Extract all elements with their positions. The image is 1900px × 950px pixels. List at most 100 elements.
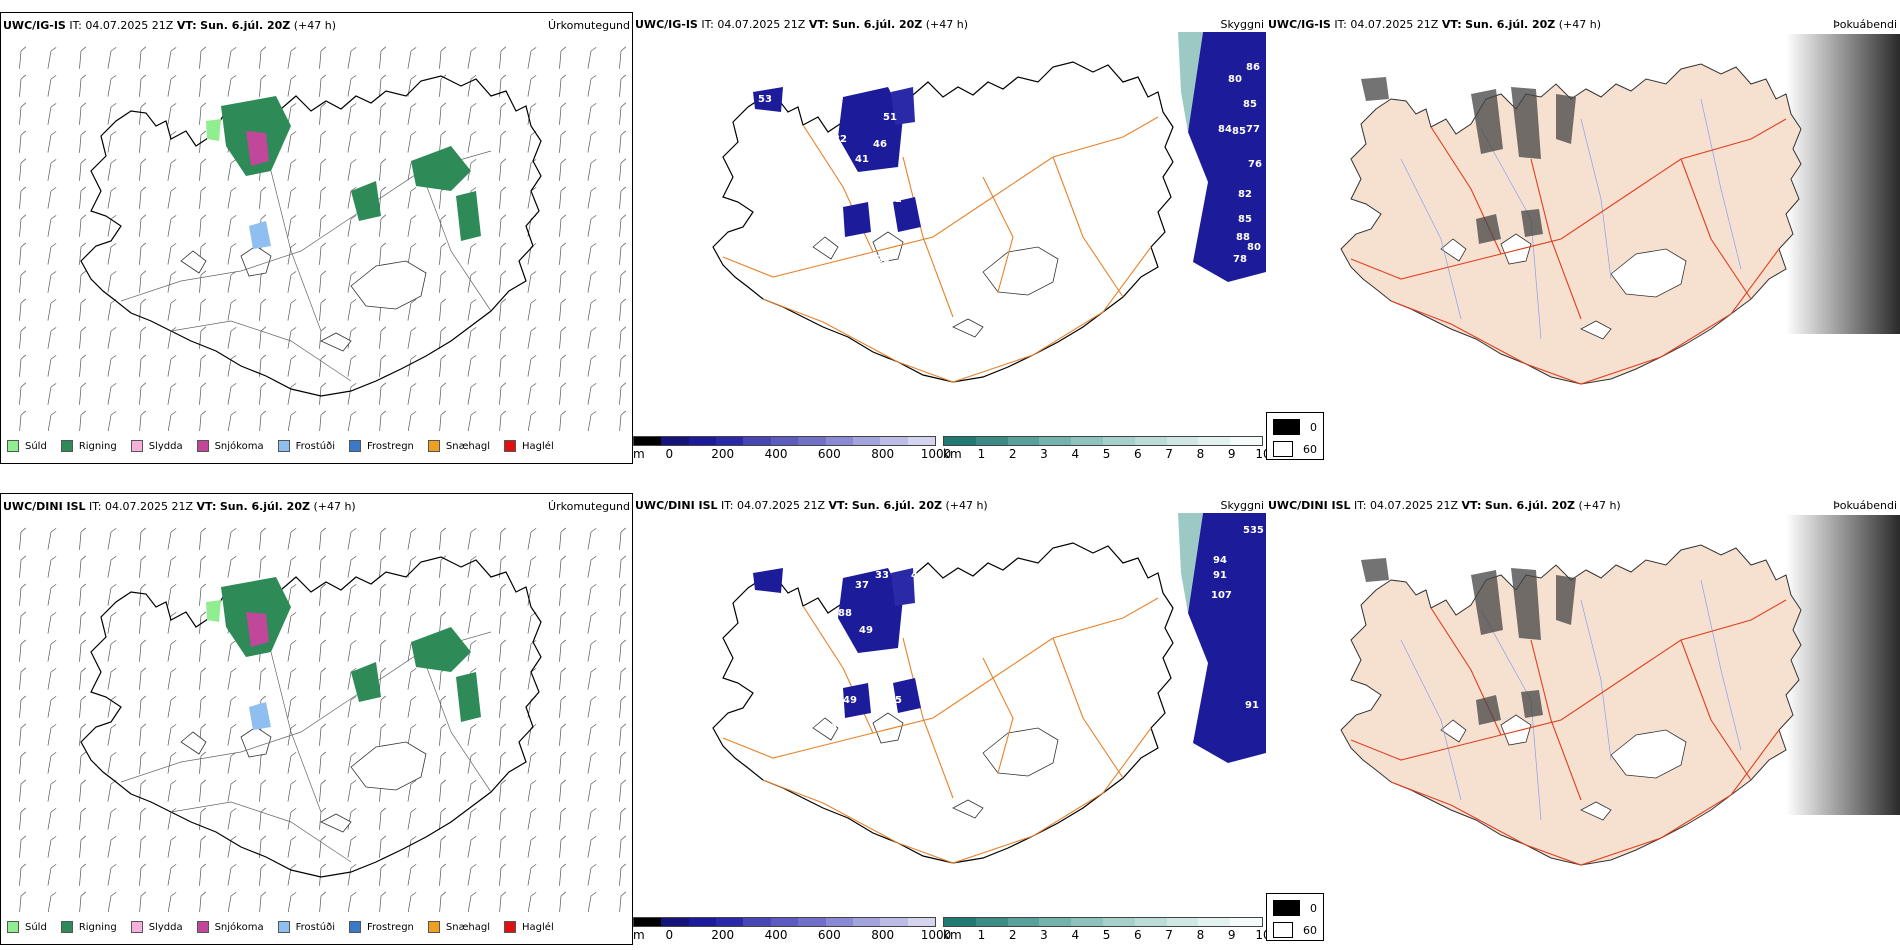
legend-swatch — [504, 921, 517, 933]
colorbar-segment — [1230, 437, 1262, 445]
low-cloud-areas — [753, 568, 921, 718]
cloud-title-bottom: Skyggni — [1220, 499, 1264, 512]
glacier-outline — [1440, 238, 1467, 262]
cloud-base-value: 85 — [1243, 99, 1257, 110]
legend-item-frostregn: Frostregn — [349, 440, 414, 452]
legend-swatch — [277, 440, 290, 452]
colorbar-segment — [944, 918, 976, 926]
legend-item-snjókoma: Snjókoma — [196, 440, 264, 452]
glacier-outline — [812, 717, 839, 741]
glacier-outline — [1580, 801, 1612, 821]
cloud-base-colorbar-bottom: m 0 200 400 600 800 1000 — [633, 917, 951, 942]
visibility-colorbar-tick-label: 8 — [1196, 447, 1205, 461]
legend-label: Haglél — [522, 921, 554, 933]
colorbar-segment — [661, 437, 689, 445]
glacier-outline — [180, 250, 207, 274]
cloud-base-colorbar-tick-label: 1000 — [920, 928, 952, 942]
colorbar-segment — [798, 437, 826, 445]
colorbar-segment — [661, 918, 689, 926]
colorbar-segment — [907, 918, 935, 926]
visibility-colorbar-tick-label: 6 — [1134, 447, 1142, 461]
legend-swatch — [349, 440, 361, 452]
cloud-base-colorbar-labels: m 0 200 400 600 800 1000 — [633, 927, 951, 942]
colorbar-segment — [634, 437, 662, 445]
glacier-outline — [872, 231, 904, 263]
cloud-base-colorbar-tick-label: 200 — [711, 928, 735, 942]
visibility-colorbar-labels: km 1 2 3 4 5 6 7 8 9 10 — [943, 927, 1271, 942]
cloud-base-value: 49 — [843, 695, 857, 706]
cloud-base-value: 84 — [1218, 124, 1232, 135]
glacier-outline — [180, 731, 207, 755]
cloud-base-value: 42 — [911, 570, 925, 581]
legend-label: Frostregn — [367, 921, 414, 933]
cloud-base-value: 80 — [1228, 74, 1242, 85]
legend-item-súld: Súld — [7, 440, 47, 452]
visibility-colorbar-tick-label: 8 — [1196, 928, 1205, 942]
cloud-base-colorbar-tick-label: 1000 — [920, 447, 952, 461]
legend-swatch — [427, 921, 440, 933]
header-cloud-bottom: UWC/DINI ISL IT: 04.07.2025 21Z VT: Sun.… — [635, 499, 988, 512]
fog-legend-label: 60 — [1303, 442, 1317, 456]
cloud-base-colorbar-tick-label: 0 — [665, 928, 674, 942]
cloud-base-value: 74 — [938, 720, 952, 731]
cloud-base-value: 49 — [859, 625, 873, 636]
visibility-colorbar-top: km 1 2 3 4 5 6 7 8 9 10 — [943, 436, 1271, 461]
legend-label: Slydda — [148, 440, 183, 452]
header-fog-bottom: UWC/DINI ISL IT: 04.07.2025 21Z VT: Sun.… — [1268, 499, 1621, 512]
cloud-base-colorbar-tick-label: 800 — [871, 447, 895, 461]
legend-label: Snæhagl — [445, 921, 491, 933]
fog-map-top — [1340, 34, 1900, 385]
fog-areas — [1361, 77, 1576, 244]
fog-legend-bottom: 0 60 — [1266, 893, 1324, 941]
fog-legend-top: 0 60 — [1266, 412, 1324, 460]
cloud-base-colorbar-top: m 0 200 400 600 800 1000 — [633, 436, 951, 461]
colorbar-segment — [1071, 437, 1103, 445]
cloud-panel-bottom: UWC/DINI ISL IT: 04.07.2025 21Z VT: Sun.… — [633, 493, 1266, 945]
visibility-colorbar-tick-label: 2 — [1008, 447, 1017, 461]
cloud-base-value: 54 — [838, 650, 852, 661]
iceland-coastline — [80, 75, 542, 397]
glacier-outline — [1610, 248, 1687, 298]
legend-swatch — [196, 440, 209, 452]
cloud-base-value: 83 — [823, 720, 837, 731]
legend-item-rigning: Rigning — [60, 440, 117, 452]
colorbar-segment — [825, 437, 853, 445]
colorbar-segment — [688, 437, 717, 445]
colorbar-segment — [743, 918, 771, 926]
cloud-base-value: 85 — [1238, 214, 1252, 225]
legend-swatch — [504, 440, 517, 452]
legend-label: Frostúði — [295, 440, 335, 452]
cloud-base-colorbar-strip — [633, 917, 936, 927]
cloud-base-value: 107 — [1211, 590, 1232, 601]
low-cloud-sea-area — [1188, 32, 1266, 282]
colorbar-segment — [1007, 437, 1040, 445]
cloud-base-value: 86 — [1246, 62, 1260, 73]
header-precip-top: UWC/IG-IS IT: 04.07.2025 21Z VT: Sun. 6.… — [3, 19, 337, 32]
glacier-outline — [1610, 729, 1687, 779]
visibility-colorbar-tick-label: 7 — [1165, 447, 1173, 461]
cloud-base-value: 78 — [1233, 254, 1247, 265]
precip-panel-top: UWC/IG-IS IT: 04.07.2025 21Z VT: Sun. 6.… — [0, 12, 633, 464]
legend-label: Rigning — [78, 921, 117, 933]
legend-item-haglél: Haglél — [504, 440, 554, 452]
fog-sea-area — [1786, 34, 1900, 334]
colorbar-segment — [1230, 918, 1262, 926]
colorbar-segment — [852, 437, 881, 445]
colorbar-segment — [1166, 918, 1199, 926]
cloud-base-colorbar-tick-label: 400 — [764, 447, 788, 461]
colorbar-segment — [1102, 437, 1135, 445]
glacier-outline — [320, 813, 352, 833]
header-fog-top: UWC/IG-IS IT: 04.07.2025 21Z VT: Sun. 6.… — [1268, 18, 1602, 31]
legend-swatch — [427, 440, 440, 452]
cloud-base-value: 51 — [883, 112, 897, 123]
fog-sea-area — [1786, 515, 1900, 815]
iceland-coastline — [1340, 63, 1802, 385]
fog-title-bottom: Þokuábendi — [1833, 499, 1897, 512]
header-precip-bottom: UWC/DINI ISL IT: 04.07.2025 21Z VT: Sun.… — [3, 500, 356, 513]
fog-map-bottom — [1340, 515, 1900, 866]
visibility-colorbar-tick-label: 2 — [1008, 928, 1017, 942]
legend-label: Snæhagl — [445, 440, 491, 452]
legend-label: Frostúði — [295, 921, 335, 933]
colorbar-segment — [688, 918, 717, 926]
cloud-base-value: 61 — [951, 625, 965, 636]
